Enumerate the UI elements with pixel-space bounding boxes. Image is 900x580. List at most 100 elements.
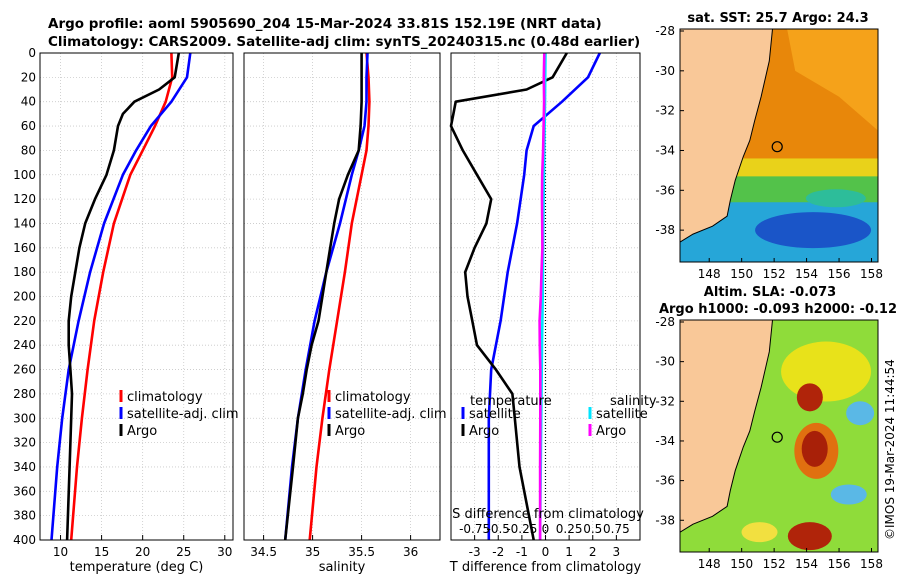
timestamp-stamp: ©IMOS 19-Mar-2024 11:44:54 [883, 359, 897, 540]
lon-tick-label: 158 [860, 557, 883, 571]
sst-field-hot [787, 29, 878, 131]
land-mass [680, 29, 774, 262]
map-content [680, 320, 878, 552]
temperature-panel: 0 20 40 60 80 100 120 140 160 180 200 220 240 260 280 3… [13, 46, 239, 575]
top-tick-label: -0.5 [487, 522, 510, 536]
depth-tick-label: 320 [13, 436, 36, 450]
legend-label: Argo [469, 424, 499, 439]
sla-patch-yellow [781, 341, 872, 402]
x-tick-label: 10 [53, 545, 68, 559]
legend-label: Argo [335, 424, 365, 439]
x-tick-label: 3 [613, 545, 621, 559]
series-line-satellite-adj-clim [50, 52, 192, 541]
map-subtitle: Argo h1000: -0.093 h2000: -0.12 [659, 302, 897, 317]
depth-tick-label: 100 [13, 168, 36, 182]
depth-tick-label: 60 [21, 119, 36, 133]
depth-tick-label: 200 [13, 290, 36, 304]
legend-label: satellite [469, 407, 521, 422]
sst-patch-teal [805, 189, 866, 208]
depth-tick-label: 40 [21, 95, 36, 109]
x-tick-label: 0 [542, 545, 550, 559]
sla-patch-red [796, 383, 823, 412]
lon-tick-label: 154 [795, 267, 818, 281]
x-tick-label: 35.5 [348, 545, 375, 559]
header-line2: Climatology: CARS2009. Satellite-adj cli… [48, 34, 640, 50]
series-line-t-satellite [487, 52, 601, 540]
lon-tick-label: 150 [730, 557, 753, 571]
top-tick-label: 0.5 [583, 522, 602, 536]
lat-tick-label: -28 [655, 315, 675, 329]
depth-tick-label: 300 [13, 411, 36, 425]
map-content [680, 29, 878, 262]
lon-tick-label: 150 [730, 267, 753, 281]
difference-panel: -3 -2 -1 0 1 2 3T difference from climatology t… [449, 52, 657, 575]
depth-tick-label: 0 [28, 46, 36, 60]
depth-tick-label: 220 [13, 314, 36, 328]
depth-tick-label: 280 [13, 387, 36, 401]
lat-tick-label: -38 [655, 223, 675, 237]
lat-tick-label: -32 [655, 394, 675, 408]
x-tick-label: 20 [135, 545, 150, 559]
depth-tick-label: 180 [13, 265, 36, 279]
legend-label: Argo [596, 424, 626, 439]
depth-tick-label: 20 [21, 70, 36, 84]
x-axis-label: temperature (deg C) [70, 560, 204, 575]
lat-tick-label: -36 [655, 474, 675, 488]
lon-tick-label: 154 [795, 557, 818, 571]
lat-tick-label: -28 [655, 24, 675, 38]
lon-tick-label: 156 [828, 557, 851, 571]
legend-label: climatology [335, 390, 411, 405]
sst-patch-blue [755, 212, 872, 249]
top-tick-label: 0 [542, 522, 550, 536]
x-tick-label: 36 [403, 545, 418, 559]
x-tick-label: 2 [589, 545, 597, 559]
lat-tick-label: -36 [655, 183, 675, 197]
x-tick-label: 1 [565, 545, 573, 559]
legend-title-temperature: temperature [470, 394, 552, 409]
series-line-s-argo [538, 52, 546, 540]
legend-label: satellite-adj. clim [335, 407, 447, 422]
sla-patch-blue [846, 401, 875, 426]
sla-patch-red [787, 522, 832, 551]
depth-tick-label: 80 [21, 143, 36, 157]
legend-label: Argo [127, 424, 157, 439]
series-line-climatology [69, 52, 174, 541]
sla-map: -28 -30 -32 -34 -36 -38 148 150 152 154 156 158 Alti… [655, 285, 897, 571]
salinity-panel: 34.5 35 35.5 36 salinity climatology satellite… [243, 52, 447, 575]
axes-frame [243, 52, 441, 541]
x-tick-label: 35 [305, 545, 320, 559]
lon-tick-label: 152 [763, 557, 786, 571]
profile-location-marker [771, 141, 783, 153]
depth-tick-label: 240 [13, 338, 36, 352]
legend-label: climatology [127, 390, 203, 405]
top-tick-label: 0.25 [556, 522, 583, 536]
land-mass [680, 320, 774, 552]
axes-frame [39, 52, 234, 541]
depth-tick-label: 260 [13, 363, 36, 377]
series-line-argo [65, 52, 181, 541]
top-tick-label: -0.25 [506, 522, 537, 536]
lon-tick-label: 152 [763, 267, 786, 281]
depth-tick-label: 340 [13, 460, 36, 474]
sst-map: -28 -30 -32 -34 -36 -38 148 150 152 154 156 158 sat.… [655, 11, 883, 281]
legend-title-salinity: salinity [610, 394, 657, 409]
map-title: Altim. SLA: -0.073 [704, 285, 836, 300]
sla-patch-darkred [801, 430, 828, 467]
depth-tick-label: 360 [13, 484, 36, 498]
x-axis-label: salinity [319, 560, 366, 575]
x-tick-label: 25 [176, 545, 191, 559]
lat-tick-label: -34 [655, 143, 675, 157]
map-frame [679, 28, 879, 263]
lon-tick-label: 158 [860, 267, 883, 281]
x-tick-label: 15 [94, 545, 109, 559]
depth-tick-label: 400 [13, 533, 36, 547]
x-tick-label: -3 [469, 545, 481, 559]
series-line-argo [283, 53, 363, 541]
sla-patch-blue [830, 484, 867, 505]
legend-label: satellite-adj. clim [127, 407, 239, 422]
x-tick-label: -2 [492, 545, 504, 559]
lon-tick-label: 148 [698, 557, 721, 571]
x-tick-label: -1 [516, 545, 528, 559]
lat-tick-label: -34 [655, 434, 675, 448]
